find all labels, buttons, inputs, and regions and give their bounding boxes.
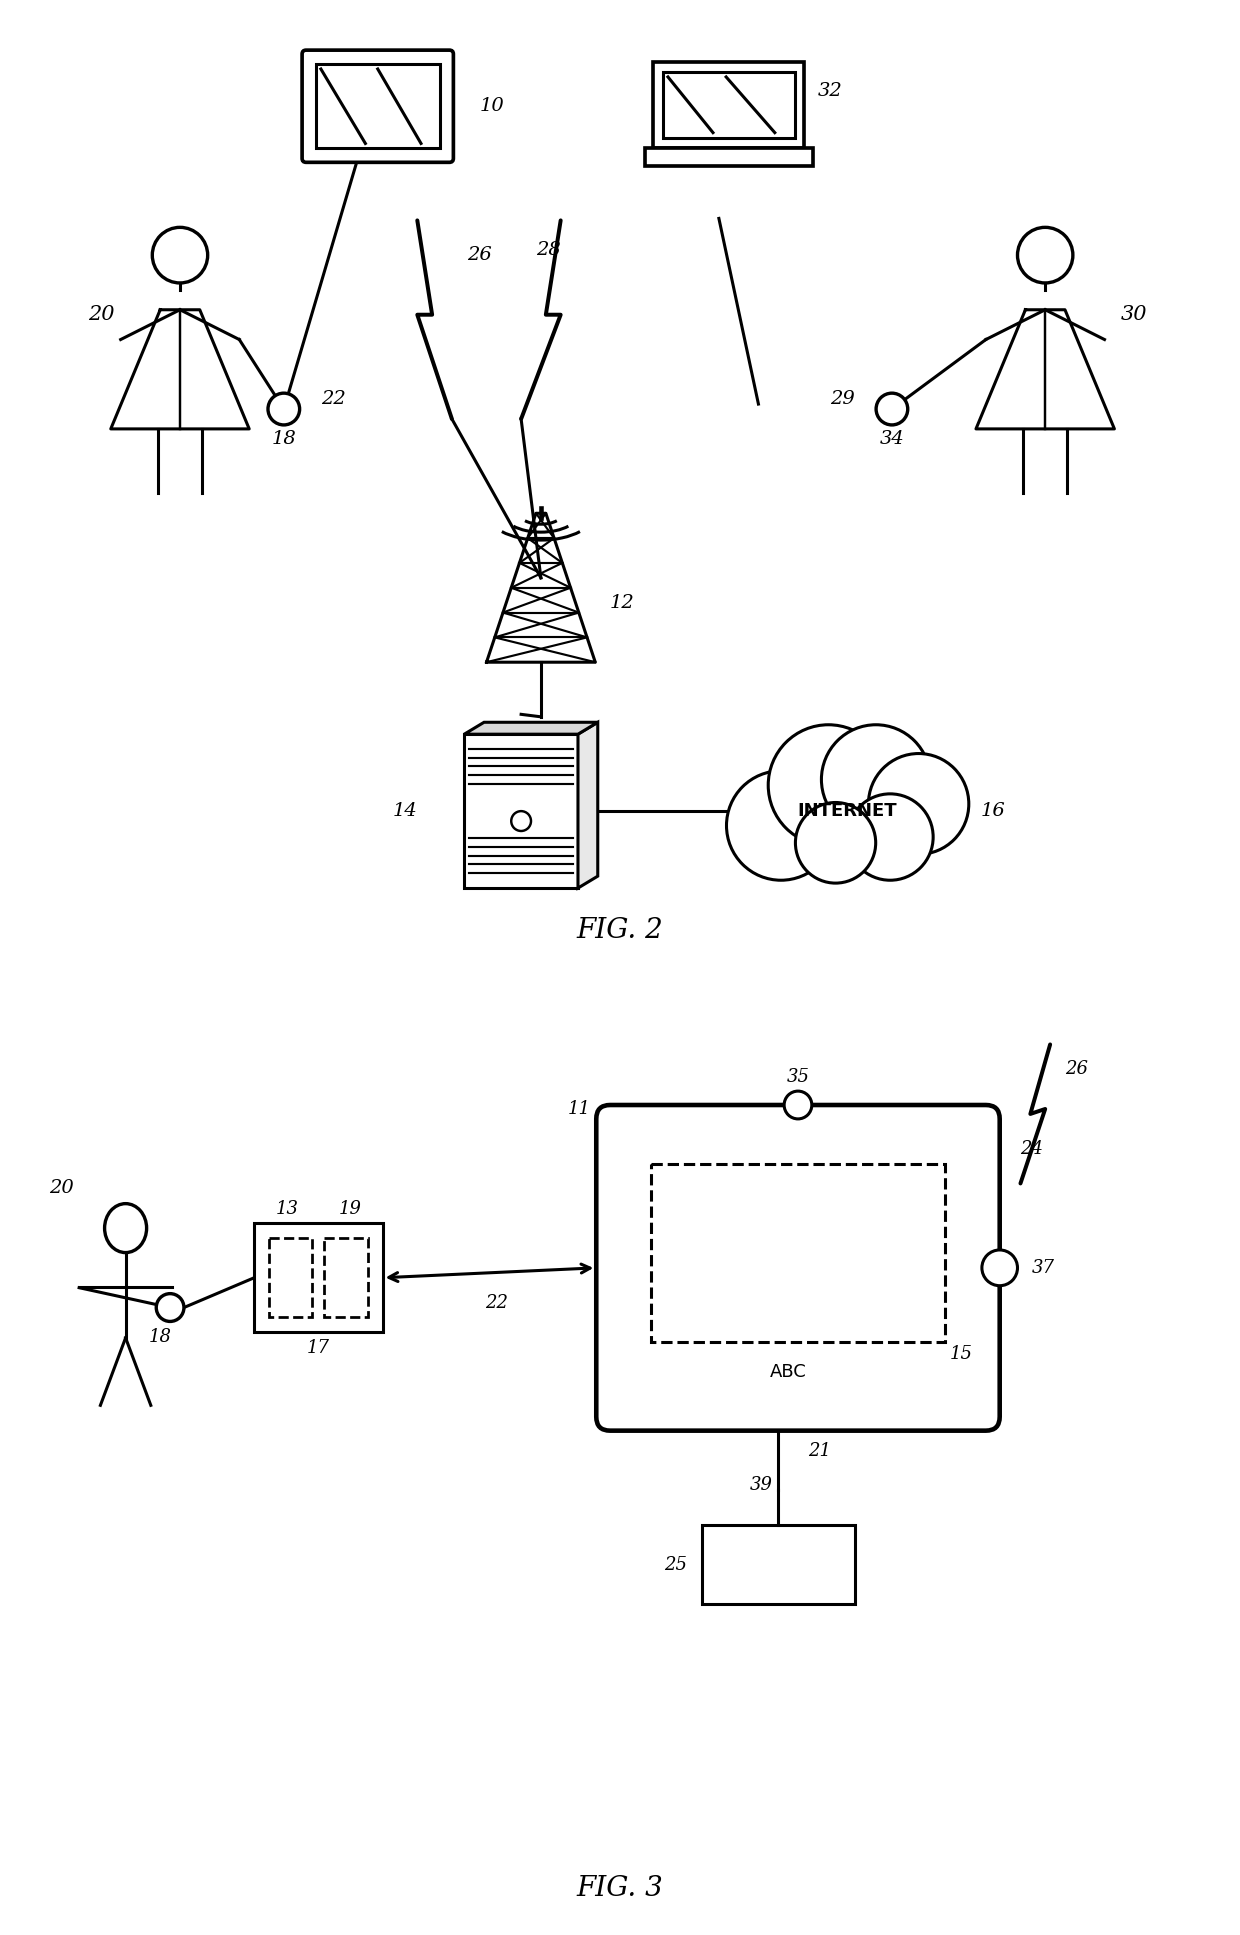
Text: 17: 17 — [308, 1339, 330, 1356]
Text: 16: 16 — [981, 803, 1006, 820]
Circle shape — [156, 1295, 184, 1322]
Text: 20: 20 — [48, 1180, 73, 1198]
Text: INTERNET: INTERNET — [797, 803, 898, 820]
Text: 26: 26 — [1065, 1060, 1087, 1078]
FancyBboxPatch shape — [596, 1105, 999, 1430]
Text: 28: 28 — [536, 242, 560, 259]
Text: 13: 13 — [275, 1200, 299, 1219]
Text: 11: 11 — [568, 1099, 590, 1118]
Text: 35: 35 — [786, 1068, 810, 1086]
Circle shape — [982, 1250, 1018, 1285]
Text: 39: 39 — [750, 1476, 774, 1494]
Circle shape — [847, 793, 934, 880]
Circle shape — [1018, 226, 1073, 283]
Bar — [316, 64, 439, 149]
Bar — [269, 1238, 312, 1318]
Bar — [651, 1163, 945, 1343]
Circle shape — [868, 753, 968, 855]
Text: FIG. 2: FIG. 2 — [577, 917, 663, 944]
Bar — [464, 733, 578, 888]
Text: 22: 22 — [321, 391, 346, 408]
Bar — [663, 72, 795, 137]
Circle shape — [153, 226, 207, 283]
Text: 37: 37 — [1032, 1260, 1054, 1277]
Text: FIG. 3: FIG. 3 — [577, 1875, 663, 1902]
Text: ABC: ABC — [770, 1362, 806, 1382]
Bar — [325, 1238, 368, 1318]
Circle shape — [268, 393, 300, 426]
Text: 34: 34 — [879, 430, 904, 447]
Circle shape — [784, 1091, 812, 1118]
Text: 24: 24 — [1021, 1140, 1044, 1157]
Polygon shape — [464, 722, 598, 733]
Text: 21: 21 — [808, 1442, 831, 1459]
Text: 12: 12 — [610, 594, 635, 611]
Text: 22: 22 — [485, 1295, 508, 1312]
Text: 30: 30 — [1121, 306, 1147, 325]
Circle shape — [769, 726, 889, 846]
Circle shape — [795, 803, 875, 882]
Text: 25: 25 — [663, 1556, 687, 1573]
Circle shape — [511, 811, 531, 830]
FancyBboxPatch shape — [303, 50, 454, 163]
Text: 18: 18 — [272, 430, 296, 447]
Text: 15: 15 — [950, 1345, 972, 1362]
Circle shape — [821, 726, 930, 834]
Text: 19: 19 — [339, 1200, 362, 1219]
Bar — [645, 147, 812, 166]
Polygon shape — [578, 722, 598, 888]
Bar — [653, 62, 805, 147]
Text: 20: 20 — [88, 306, 114, 325]
Text: 26: 26 — [466, 246, 491, 265]
Bar — [702, 1525, 854, 1604]
Text: 18: 18 — [149, 1327, 171, 1347]
Text: 10: 10 — [480, 97, 505, 116]
Bar — [254, 1223, 383, 1333]
Circle shape — [727, 770, 836, 880]
Circle shape — [877, 393, 908, 426]
Ellipse shape — [104, 1204, 146, 1252]
Text: 14: 14 — [393, 803, 418, 820]
Text: 32: 32 — [817, 83, 842, 101]
Text: 29: 29 — [830, 391, 854, 408]
